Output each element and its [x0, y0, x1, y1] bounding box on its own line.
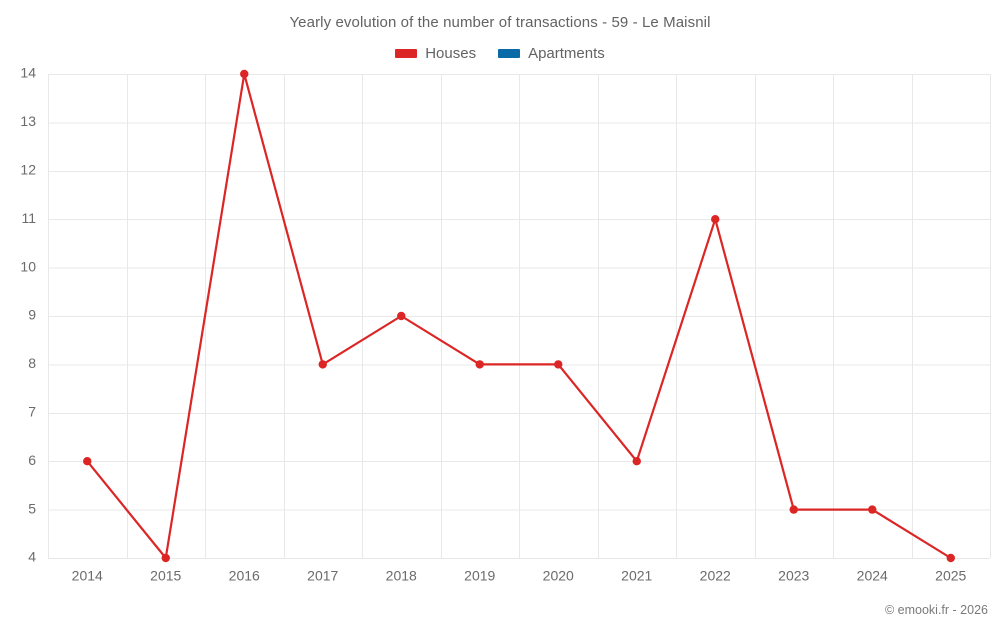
x-tick-label: 2023	[778, 567, 809, 583]
x-tick-label: 2022	[700, 567, 731, 583]
y-tick-label: 4	[28, 549, 36, 565]
footer-credit: © emooki.fr - 2026	[884, 603, 988, 617]
y-tick-label: 9	[28, 307, 36, 323]
data-point[interactable]	[554, 360, 563, 369]
x-tick-label: 2016	[229, 567, 260, 583]
chart-title: Yearly evolution of the number of transa…	[289, 14, 711, 31]
y-axis-tick-labels: 4 5 6 7 8 9 10 11 12 13 14	[20, 65, 36, 565]
data-point[interactable]	[711, 215, 720, 224]
data-point[interactable]	[318, 360, 327, 369]
legend-label-houses: Houses	[425, 45, 477, 62]
series-houses	[83, 69, 955, 563]
y-tick-label: 14	[20, 65, 36, 81]
y-tick-label: 11	[21, 210, 36, 226]
y-tick-label: 7	[28, 404, 36, 420]
series-line-houses	[86, 72, 952, 560]
x-tick-label: 2024	[857, 567, 888, 583]
x-axis-tick-labels: 2014 2015 2016 2017 2018 2019 2020 2021 2022 2023…	[72, 567, 967, 583]
y-tick-label: 8	[28, 355, 36, 371]
x-tick-label: 2019	[464, 567, 495, 583]
x-tick-label: 2018	[386, 567, 417, 583]
y-tick-label: 5	[28, 500, 36, 516]
data-point[interactable]	[475, 360, 484, 369]
x-tick-label: 2021	[621, 567, 652, 583]
vertical-gridlines	[48, 74, 991, 558]
x-tick-label: 2025	[935, 567, 966, 583]
data-point[interactable]	[397, 311, 406, 321]
data-point[interactable]	[868, 505, 877, 514]
data-point[interactable]	[83, 457, 92, 466]
data-series-layer	[83, 69, 955, 563]
y-tick-label: 12	[20, 162, 36, 178]
y-tick-label: 6	[28, 452, 36, 468]
data-point[interactable]	[946, 553, 955, 563]
legend-item-houses[interactable]: Houses	[395, 45, 476, 62]
legend-label-apartments: Apartments	[528, 45, 605, 62]
y-tick-label: 10	[20, 258, 36, 274]
x-tick-label: 2015	[150, 567, 181, 583]
data-point[interactable]	[789, 505, 798, 514]
data-point[interactable]	[240, 69, 249, 79]
data-point[interactable]	[632, 457, 641, 466]
legend-item-apartments[interactable]: Apartments	[498, 45, 605, 62]
x-tick-label: 2017	[307, 567, 338, 583]
chart-legend: Houses Apartments	[0, 45, 1000, 62]
legend-swatch-apartments	[498, 49, 521, 58]
x-tick-label: 2020	[543, 567, 574, 583]
data-point[interactable]	[161, 553, 170, 563]
x-tick-label: 2014	[72, 567, 103, 583]
legend-swatch-houses	[395, 49, 418, 58]
y-tick-label: 13	[20, 113, 36, 129]
